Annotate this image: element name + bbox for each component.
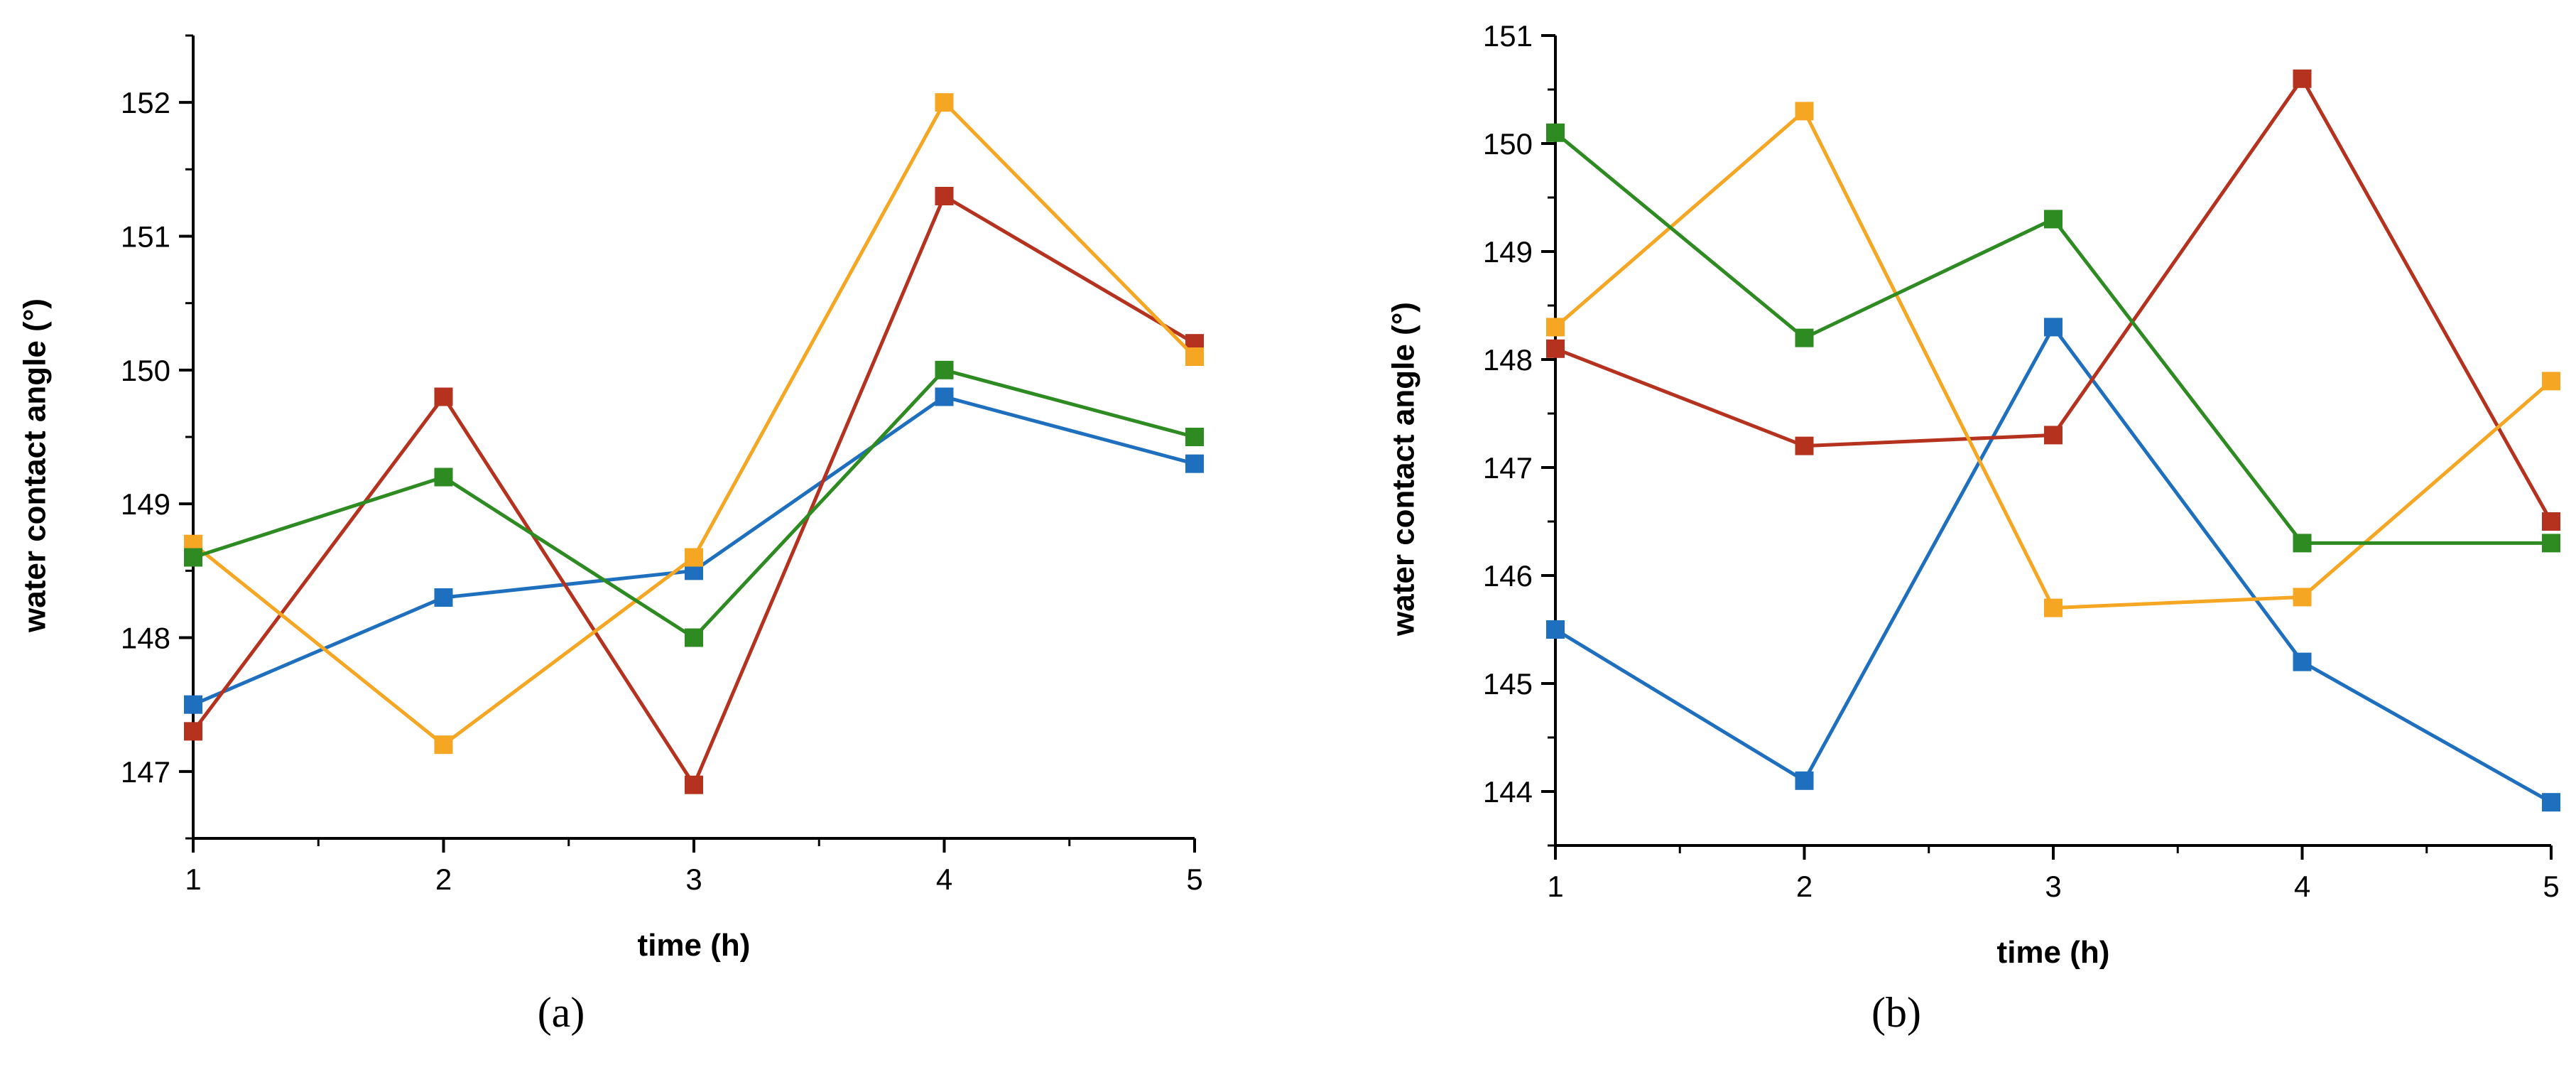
chart-a-y-tick-label: 148 <box>121 622 170 655</box>
chart-a-series-blue-point <box>434 588 453 607</box>
chart-a-series-orange-point <box>935 93 954 112</box>
chart-a-series-red-point <box>685 775 703 794</box>
chart-b-x-axis-title: time (h) <box>1997 935 2110 970</box>
chart-b-series-blue-point <box>2293 652 2312 671</box>
chart-b-series-blue-point <box>2542 793 2560 812</box>
chart-a-series-orange-point <box>685 548 703 567</box>
chart-a-series-green-point <box>935 360 954 379</box>
chart-b-y-tick-label: 150 <box>1483 127 1533 161</box>
chart-b-y-tick-label: 145 <box>1483 667 1533 701</box>
chart-b-series-orange-point <box>2044 598 2063 617</box>
chart-b-y-tick-label: 147 <box>1483 451 1533 485</box>
chart-a-series-green-point <box>685 628 703 647</box>
chart-b-series-orange-point <box>1795 102 1814 121</box>
chart-b-series-blue-point <box>1795 771 1814 790</box>
chart-b-series-red-point <box>2542 512 2560 531</box>
chart-a: 1 2 3 4 5 147 148 149 150 151 152 time (h) water con… <box>17 34 1204 1036</box>
chart-b-x-tick-label: 4 <box>2294 870 2310 903</box>
chart-b-series-green-point <box>1546 123 1565 142</box>
chart-b-series-orange-point <box>2293 588 2312 607</box>
chart-b-series-green-point <box>2293 534 2312 553</box>
chart-a-series-red <box>184 187 1204 794</box>
chart-a-series-green-point <box>184 548 202 567</box>
chart-b-series-blue-point <box>2044 318 2063 337</box>
chart-a-x-tick-label: 3 <box>685 863 702 896</box>
chart-b-series-red <box>1546 69 2560 531</box>
chart-b: 1 2 3 4 5 144 145 146 147 148 149 150 151 time (h) wat… <box>1386 19 2560 1036</box>
chart-a-y-tick-label: 147 <box>121 755 170 789</box>
chart-a-x-tick-label: 4 <box>936 863 952 896</box>
chart-b-series-orange-point <box>1546 318 1565 337</box>
chart-a-y-tick-label: 152 <box>121 86 170 119</box>
chart-b-series-blue-point <box>1546 620 1565 639</box>
chart-a-series-green-point <box>434 468 453 487</box>
chart-a-series-orange-point <box>1185 347 1204 366</box>
chart-b-series-red-point <box>2293 69 2312 88</box>
chart-b-x-tick-label: 2 <box>1796 870 1813 903</box>
chart-b-y-tick-label: 151 <box>1483 19 1533 53</box>
chart-a-y-tick-label: 150 <box>121 354 170 387</box>
chart-a-series-red-line <box>191 193 1196 789</box>
chart-b-series-orange <box>1546 102 2560 617</box>
chart-b-x-tick-label: 3 <box>2045 870 2061 903</box>
chart-b-y-tick-label: 148 <box>1483 343 1533 377</box>
chart-a-series-orange-point <box>434 735 453 755</box>
chart-b-series-green <box>1546 123 2560 553</box>
chart-a-series-green <box>184 360 1204 647</box>
chart-a-x-tick-label: 5 <box>1186 863 1202 896</box>
chart-b-y-tick-label: 149 <box>1483 235 1533 269</box>
chart-a-y-axis-title: water contact angle (°) <box>17 298 52 633</box>
chart-b-y-tick-label: 146 <box>1483 559 1533 593</box>
chart-b-series-red-line <box>1555 75 2553 523</box>
chart-b-panel-label: (b) <box>1871 989 1921 1036</box>
chart-b-series-blue <box>1546 318 2560 812</box>
chart-a-x-tick-label: 2 <box>435 863 452 896</box>
chart-b-x-tick-label: 1 <box>1547 870 1563 903</box>
chart-a-x-axis-title: time (h) <box>638 928 751 963</box>
chart-b-series-green-point <box>2044 210 2063 229</box>
chart-b-series-blue-line <box>1554 323 2553 804</box>
chart-b-y-axis-title: water contact angle (°) <box>1386 302 1420 637</box>
chart-b-series-red-point <box>1546 339 1565 358</box>
chart-b-series-red-point <box>2044 426 2063 445</box>
chart-a-series-blue-point <box>184 695 202 714</box>
chart-a-series-green-point <box>1185 428 1204 446</box>
chart-a-series-red-point <box>935 187 954 205</box>
chart-a-series-green-line <box>192 368 1195 640</box>
chart-b-y-tick-label: 144 <box>1483 775 1533 809</box>
chart-a-y-tick-label: 151 <box>121 220 170 254</box>
chart-a-y-tick-label: 149 <box>121 487 170 521</box>
chart-b-series-green-line <box>1554 131 2551 545</box>
chart-b-x-tick-label: 5 <box>2543 870 2559 903</box>
chart-a-x-tick-label: 1 <box>185 863 201 896</box>
chart-a-panel-label: (a) <box>538 989 585 1036</box>
chart-a-series-blue-point <box>935 387 954 406</box>
chart-a-series-blue-point <box>1185 454 1204 473</box>
chart-b-series-orange-point <box>2542 372 2560 391</box>
chart-a-series-blue <box>184 387 1204 714</box>
chart-a-series-red-point <box>184 722 202 741</box>
chart-b-series-orange-line <box>1554 108 2553 610</box>
chart-a-series-red-point <box>434 387 453 406</box>
chart-b-series-red-point <box>1795 436 1814 455</box>
chart-b-series-green-point <box>2542 534 2560 553</box>
chart-b-series-green-point <box>1795 328 1814 347</box>
